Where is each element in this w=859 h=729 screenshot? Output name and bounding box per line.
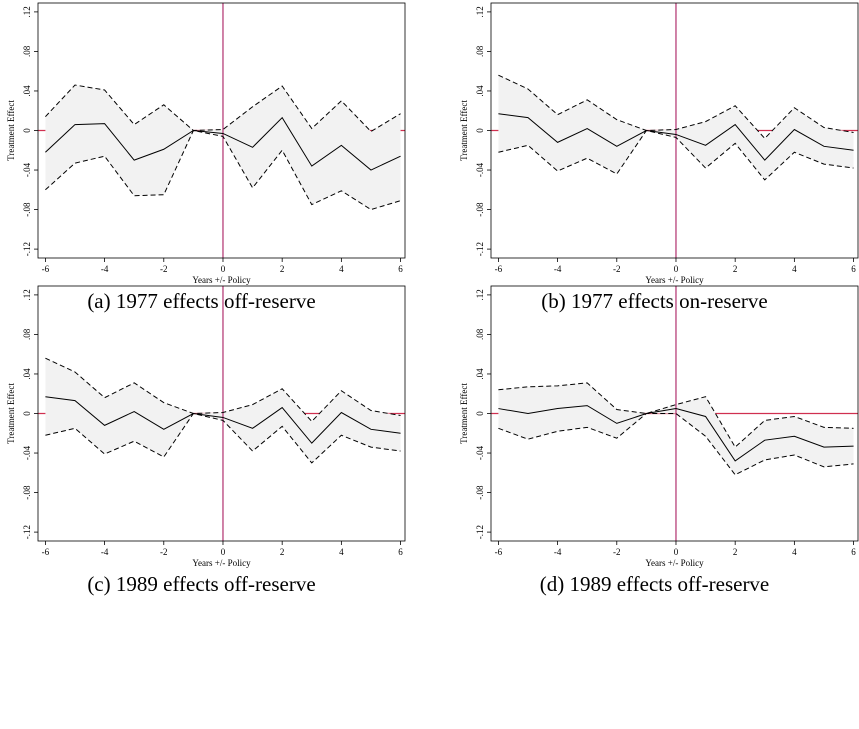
confidence-band: [498, 75, 854, 180]
confidence-band: [45, 85, 401, 210]
x-tick-label: 6: [851, 264, 856, 274]
ci-lower-line: [45, 129, 401, 211]
y-tick-label: 0: [22, 411, 32, 416]
x-tick-label: 2: [733, 264, 738, 274]
estimate-line: [45, 396, 401, 444]
y-tick-label: -.04: [475, 162, 485, 177]
y-tick-label: -.04: [475, 445, 485, 460]
x-tick-label: 2: [280, 547, 285, 557]
y-tick-label: .08: [475, 328, 485, 340]
y-tick-label: -.04: [22, 445, 32, 460]
caption: (d) 1989 effects off-reserve: [540, 572, 770, 596]
panel: Treatment Effect Years +/- Policy -.12 -.08…: [459, 285, 859, 596]
x-tick-label: -4: [101, 264, 109, 274]
panel: Treatment Effect Years +/- Policy -.12 -.08…: [459, 2, 859, 313]
x-tick-label: 2: [733, 547, 738, 557]
x-tick-label: 0: [674, 547, 679, 557]
y-tick-label: -.04: [22, 162, 32, 177]
y-tick-label: .04: [475, 85, 485, 97]
x-tick-label: -6: [42, 547, 50, 557]
x-tick-label: 4: [339, 264, 344, 274]
panel: Treatment Effect Years +/- Policy -.12 -.08…: [6, 2, 406, 313]
y-tick-label: -.12: [475, 242, 485, 256]
x-tick-label: -4: [554, 264, 562, 274]
y-tick-label: -.08: [475, 485, 485, 500]
x-tick-label: -2: [613, 547, 621, 557]
y-axis-label: Treatment Effect: [459, 100, 469, 161]
estimate-line: [498, 113, 854, 161]
x-tick-label: -2: [160, 264, 168, 274]
y-tick-label: .04: [475, 368, 485, 380]
ci-lower-line: [45, 412, 401, 464]
y-tick-label: .08: [475, 45, 485, 57]
ci-upper-line: [498, 74, 854, 140]
x-tick-label: 0: [221, 264, 226, 274]
x-tick-label: 4: [792, 264, 797, 274]
caption: (b) 1977 effects on-reserve: [541, 289, 767, 313]
ci-lower-line: [498, 413, 854, 476]
estimate-line: [45, 116, 401, 171]
y-tick-label: -.12: [22, 525, 32, 539]
y-tick-label: .12: [22, 289, 32, 300]
x-tick-label: -2: [160, 547, 168, 557]
x-tick-label: 4: [792, 547, 797, 557]
x-tick-label: 6: [851, 547, 856, 557]
x-tick-label: -2: [613, 264, 621, 274]
x-tick-label: -6: [495, 547, 503, 557]
panel: Treatment Effect Years +/- Policy -.12 -.08…: [6, 285, 406, 596]
y-tick-label: -.12: [475, 525, 485, 539]
plot-frame: [490, 285, 859, 542]
y-tick-label: 0: [475, 128, 485, 133]
x-tick-label: 2: [280, 264, 285, 274]
y-tick-label: 0: [22, 128, 32, 133]
y-tick-label: -.08: [22, 202, 32, 217]
caption: (c) 1989 effects off-reserve: [87, 572, 315, 596]
y-tick-label: 0: [475, 411, 485, 416]
x-tick-label: -6: [495, 264, 503, 274]
y-tick-label: .08: [22, 328, 32, 340]
x-tick-label: 6: [398, 547, 403, 557]
x-tick-label: -6: [42, 264, 50, 274]
x-tick-label: 0: [674, 264, 679, 274]
y-tick-label: .04: [22, 85, 32, 97]
x-tick-label: -4: [101, 547, 109, 557]
caption: (a) 1977 effects off-reserve: [87, 289, 315, 313]
x-tick-label: 4: [339, 547, 344, 557]
ci-lower-line: [498, 129, 854, 181]
y-axis-label: Treatment Effect: [6, 383, 16, 444]
y-axis-label: Treatment Effect: [6, 100, 16, 161]
x-axis-label: Years +/- Policy: [192, 558, 251, 568]
x-tick-label: 0: [221, 547, 226, 557]
y-axis-label: Treatment Effect: [459, 383, 469, 444]
y-tick-label: -.08: [22, 485, 32, 500]
confidence-band: [45, 358, 401, 463]
y-tick-label: .12: [475, 6, 485, 17]
y-tick-label: .04: [22, 368, 32, 380]
x-tick-label: -4: [554, 547, 562, 557]
y-tick-label: -.12: [22, 242, 32, 256]
plot-frame: [37, 2, 406, 259]
y-tick-label: -.08: [475, 202, 485, 217]
x-tick-label: 6: [398, 264, 403, 274]
y-tick-label: .12: [475, 289, 485, 300]
ci-upper-line: [45, 357, 401, 423]
plot-frame: [37, 285, 406, 542]
ci-upper-line: [498, 382, 854, 448]
y-tick-label: .08: [22, 45, 32, 57]
estimate-line: [498, 405, 854, 462]
y-tick-label: .12: [22, 6, 32, 17]
x-axis-label: Years +/- Policy: [645, 275, 704, 285]
ci-upper-line: [45, 84, 401, 133]
x-axis-label: Years +/- Policy: [192, 275, 251, 285]
x-axis-label: Years +/- Policy: [645, 558, 704, 568]
plot-frame: [490, 2, 859, 259]
